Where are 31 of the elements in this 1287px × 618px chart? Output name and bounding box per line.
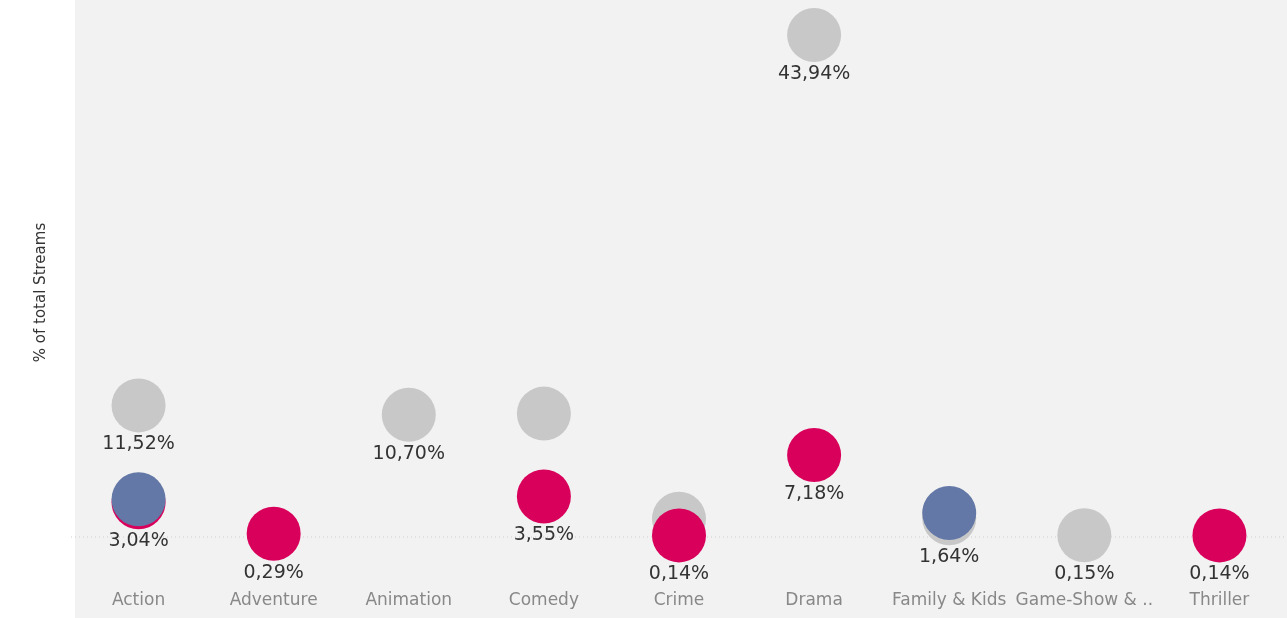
data-label: 0,15% <box>1054 561 1115 584</box>
y-axis-title: % of total Streams <box>31 222 50 363</box>
point <box>246 506 301 561</box>
x-tick-label: Drama <box>785 589 843 610</box>
x-tick-label: Comedy <box>508 589 579 610</box>
point <box>787 8 842 62</box>
data-label: 3,55% <box>513 522 575 545</box>
point <box>652 508 706 563</box>
x-tick-label: Thriller <box>1188 589 1250 610</box>
data-label: 7,18% <box>783 480 845 503</box>
x-tick-label: Action <box>111 589 166 610</box>
point <box>1192 508 1247 563</box>
x-tick-label: Adventure <box>229 589 318 610</box>
point <box>381 387 436 442</box>
x-tick-label: Game-Show & .. <box>1015 589 1154 610</box>
data-label: 0,14% <box>648 561 710 584</box>
point <box>516 386 571 441</box>
point <box>111 378 166 433</box>
x-tick-label: Animation <box>365 589 453 610</box>
data-label: 10,70% <box>372 440 445 463</box>
x-tick-label: Family & Kids <box>892 589 1007 610</box>
data-label: 11,52% <box>102 431 175 454</box>
x-tick-label: Crime <box>653 589 705 610</box>
data-label: 3,04% <box>108 528 169 551</box>
data-label: 1,64% <box>919 544 980 567</box>
point <box>787 427 842 482</box>
data-label: 0,29% <box>243 559 304 582</box>
point <box>1057 508 1112 563</box>
data-label: 0,14% <box>1189 561 1250 584</box>
point <box>516 469 571 524</box>
data-label: 43,94% <box>777 61 851 83</box>
